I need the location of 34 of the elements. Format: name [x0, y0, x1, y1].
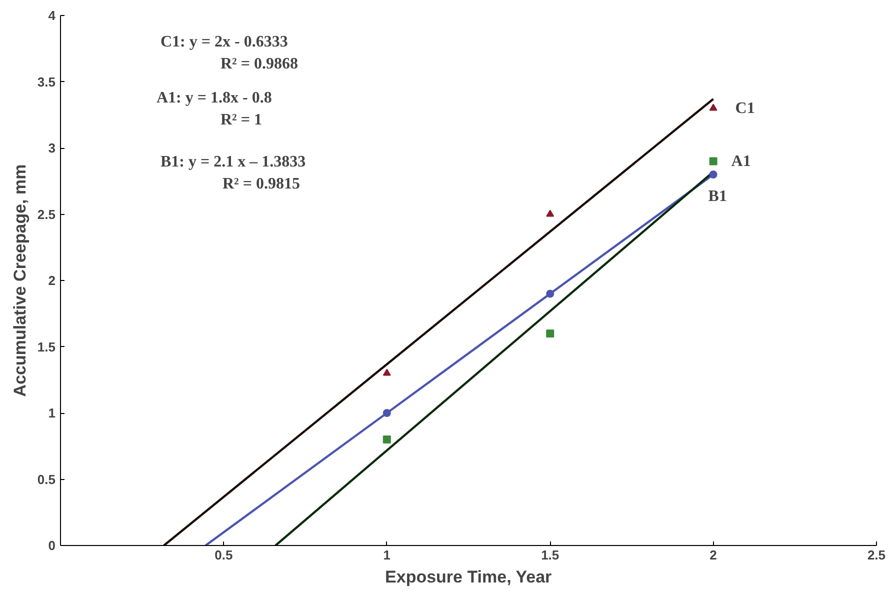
point — [709, 170, 718, 178]
y-tick-label: 3 — [48, 140, 56, 156]
y-tick-label: 0 — [48, 538, 56, 553]
point — [546, 290, 554, 298]
point — [709, 104, 718, 111]
y-tick-label: 2.5 — [37, 206, 56, 222]
y-tick-label: 0.5 — [37, 472, 56, 487]
annotation: A1: y = 1.8x - 0.8 — [156, 90, 272, 106]
x-tick-label: 2.5 — [867, 548, 886, 562]
x-axis-title: Exposure Time, Year — [385, 568, 552, 586]
x-tick-label: 2 — [710, 548, 717, 562]
x-tick-label: 0.5 — [214, 548, 233, 562]
annotation: R² = 0.9815 — [222, 176, 300, 192]
point — [709, 157, 718, 166]
point — [382, 368, 391, 376]
y-tick-label: 3.5 — [37, 74, 56, 90]
point — [382, 436, 391, 444]
y-tick-label: 1.5 — [37, 339, 56, 354]
point — [382, 409, 391, 417]
annotation: R² = 0.9868 — [220, 56, 298, 72]
point — [546, 210, 554, 217]
y-axis-title: Accumulative Creepage, mm — [10, 164, 30, 397]
annotation: B1: y = 2.1 x – 1.3833 — [160, 154, 306, 170]
y-tick-label: 4 — [48, 8, 56, 23]
series-label: A1 — [731, 152, 751, 170]
y-tick-label: 2 — [48, 273, 56, 288]
annotation: C1: y = 2x - 0.6333 — [160, 34, 288, 50]
series-label: B1 — [708, 188, 727, 205]
annotation: R² = 1 — [220, 112, 262, 128]
x-tick-label: 1 — [383, 548, 391, 562]
y-tick-label: 1 — [48, 406, 56, 420]
point — [546, 330, 554, 338]
x-tick-label: 1.5 — [541, 548, 560, 562]
series-label: C1 — [735, 100, 755, 117]
